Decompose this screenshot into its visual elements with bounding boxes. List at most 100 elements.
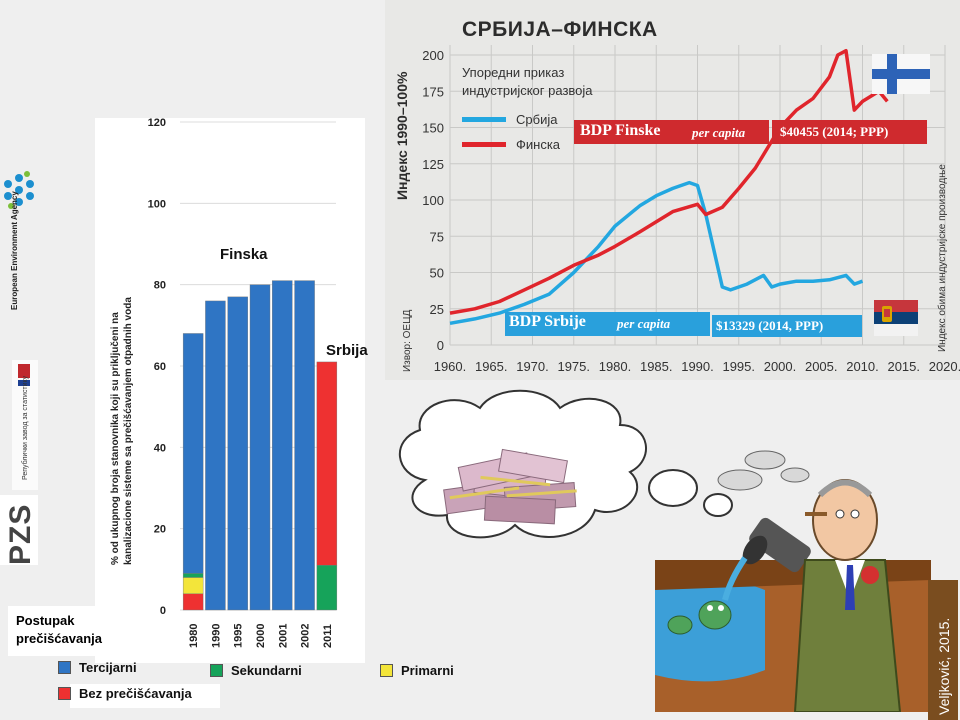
bar-y-tick-label: 80 (154, 280, 166, 292)
line-series-finland (449, 48, 889, 315)
line-chart-source: Извор: ОЕЦД (402, 309, 413, 372)
legend-item-bez: Bez prečišćavanja (58, 686, 192, 701)
bar-sekundarni-1980 (182, 573, 204, 578)
line-x-tick-label: 2005. (805, 359, 838, 374)
line-x-tick-label: 1975. (557, 359, 590, 374)
thought-cloud-illustration (399, 389, 733, 539)
bar-tercijarni-2002 (294, 280, 315, 611)
bar-sekundarni-2011 (316, 565, 338, 611)
pzs-logo: PZS (4, 503, 37, 565)
serbia-flag-icon (874, 300, 918, 336)
legend-bez-bg (70, 684, 220, 708)
bar-x-tick-label: 2002 (300, 624, 312, 648)
line-chart-subtitle-1: Упоредни приказ (462, 65, 565, 80)
bdp-serbia-value: $13329 (2014, PPP) (716, 318, 824, 333)
line-x-tick-label: 1990. (681, 359, 714, 374)
line-x-tick-label: 1995. (722, 359, 755, 374)
bar-chart-y-ticks: 0 20 40 60 80 100 120 (148, 117, 166, 617)
rzs-emblem-icon (18, 364, 30, 386)
bdp-serbia-pc: per capita (617, 316, 671, 331)
bar-y-tick-label: 120 (148, 117, 166, 129)
finska-label: Finska (220, 246, 268, 263)
line-y-tick-label: 125 (422, 157, 444, 172)
legend-label-sekundarni: Sekundarni (231, 663, 302, 678)
line-x-tick-label: 1980. (599, 359, 632, 374)
cartoon-credit-box: Veljković, 2015. (928, 580, 958, 720)
bar-y-tick-label: 0 (160, 605, 166, 617)
line-chart-y-ticks: 0 25 50 75 100 125 150 175 200 (422, 48, 444, 353)
pzs-logo-bg (0, 495, 38, 565)
finland-flag-icon (872, 54, 930, 94)
bar-x-tick-label: 2001 (277, 624, 289, 648)
bar-tercijarni-1980 (182, 333, 204, 574)
bar-x-tick-label: 2000 (255, 624, 267, 648)
bdp-finland-pc: per capita (692, 125, 746, 140)
bar-y-label-line-2: kanalizacione sisteme sa prečišćavanjem … (123, 297, 134, 565)
line-legend-serbia-swatch (462, 117, 506, 122)
line-legend-finland-label: Финска (516, 137, 561, 152)
bar-tercijarni-2001 (272, 280, 293, 611)
bdp-finland-label-box: BDP Finske per capita (574, 120, 769, 144)
legend-swatch-bez (58, 687, 71, 700)
line-y-tick-label: 75 (430, 229, 444, 244)
pipe-icon (722, 517, 811, 601)
line-chart-subtitle: Упоредни приказ индустријског развоја (462, 64, 593, 100)
legend-title: Postupak prečišćavanja (16, 613, 103, 646)
line-chart-right-label: Индекс обима индустријске производње (937, 164, 948, 352)
line-y-tick-label: 175 (422, 84, 444, 99)
legend-label-bez: Bez prečišćavanja (79, 686, 192, 701)
bar-chart-y-axis-label: % od ukupnog broja stanovnika koji su pr… (110, 297, 134, 565)
bar-x-tick-label: 1990 (210, 624, 222, 648)
line-x-tick-label: 2000. (764, 359, 797, 374)
bar-x-tick-label: 1995 (233, 624, 245, 648)
frog-icon (667, 600, 732, 635)
rzs-logo (12, 360, 38, 490)
legend-item-tercijarni: Tercijarni (58, 660, 137, 675)
line-chart-y-label: Индекс 1990–100% (394, 71, 410, 200)
line-y-tick-label: 0 (437, 338, 444, 353)
legend-swatch-tercijarni (58, 661, 71, 674)
bar-bez-pre-i-avanja-2011 (316, 361, 338, 566)
line-y-tick-label: 200 (422, 48, 444, 63)
eea-label: European Environment Agency (10, 191, 19, 310)
line-chart-x-ticks: 1960. 1965. 1970. 1975. 1980. 1985. 1990. 1995.… (434, 359, 960, 374)
cartoon-credit: Veljković, 2015. (936, 617, 952, 715)
bar-tercijarni-2000 (249, 284, 271, 611)
line-y-tick-label: 25 (430, 302, 444, 317)
line-x-tick-label: 1985. (640, 359, 673, 374)
line-y-tick-label: 150 (422, 121, 444, 136)
bdp-finland-value-box: $40455 (2014; PPP) (772, 120, 927, 144)
smoke-icon (717, 450, 810, 491)
bar-y-label-line-1: % od ukupnog broja stanovnika koji su pr… (110, 312, 121, 565)
line-chart-series (449, 48, 889, 326)
legend-swatch-sekundarni (210, 664, 223, 677)
legend-item-sekundarni: Sekundarni (210, 663, 302, 678)
eea-logo-icon (4, 171, 34, 209)
bar-chart-bars (182, 280, 338, 611)
line-x-tick-label: 2015. (887, 359, 920, 374)
bar-primarni-1980 (182, 577, 204, 594)
businessman-icon (793, 479, 902, 712)
line-series-serbia (449, 180, 864, 326)
line-y-tick-label: 50 (430, 266, 444, 281)
legend-title-box (8, 606, 120, 656)
line-chart-subtitle-2: индустријског развоја (462, 83, 593, 98)
logo-strip (0, 160, 38, 580)
bdp-finland-label: BDP Finske (580, 122, 661, 139)
bdp-serbia-label-box: BDP Srbije per capita (505, 312, 710, 336)
money-pile-icon (443, 448, 577, 525)
bar-y-tick-label: 20 (154, 524, 166, 536)
bdp-serbia-label: BDP Srbije (509, 313, 586, 330)
line-x-tick-label: 1965. (475, 359, 508, 374)
line-x-tick-label: 2020. (929, 359, 960, 374)
cartoon-illustration (655, 450, 931, 712)
legend-label-primarni: Primarni (401, 663, 454, 678)
line-legend-finland-swatch (462, 142, 506, 147)
bdp-serbia-value-box: $13329 (2014, PPP) (712, 315, 862, 337)
srbija-label: Srbija (326, 342, 368, 359)
bar-y-tick-label: 40 (154, 442, 166, 454)
legend-swatch-primarni (380, 664, 393, 677)
bar-y-tick-label: 60 (154, 361, 166, 373)
legend-item-primarni: Primarni (380, 663, 454, 678)
